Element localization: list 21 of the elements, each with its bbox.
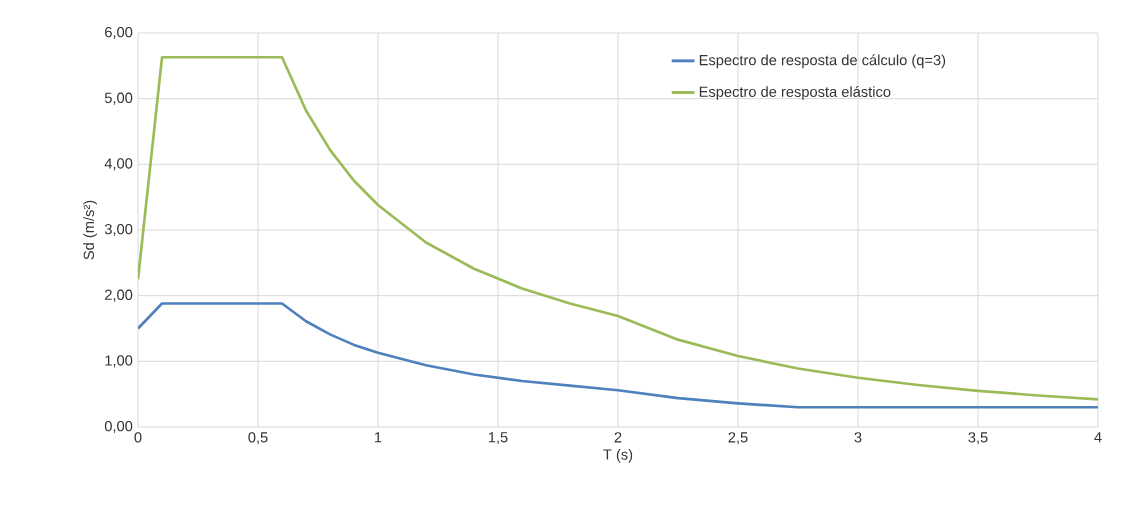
y-tick-label: 2,00 (105, 289, 133, 302)
x-tick-label: 1 (375, 432, 382, 443)
y-tick-label: 0,00 (104, 420, 133, 434)
x-tick-label: 4 (1094, 432, 1102, 443)
y-tick-label: 6,00 (105, 26, 133, 40)
x-tick-label: 0,5 (248, 432, 268, 445)
x-tick-label: 2 (614, 432, 622, 443)
x-tick-label: 1,5 (488, 432, 508, 445)
x-tick-label: 3 (854, 432, 862, 443)
line-series (138, 55, 1098, 401)
y-tick-label: 4,00 (104, 158, 133, 171)
x-tick-label: 2,5 (728, 432, 748, 445)
y-tick-label: 1,00 (105, 355, 133, 368)
y-axis-title: Sd (m/s²) (83, 200, 97, 260)
y-tick-label: 5,00 (104, 92, 133, 105)
x-axis-title: T (s) (603, 448, 633, 463)
y-tick-label: 3,00 (104, 223, 133, 237)
legend-label: Espectro de resposta de cálculo (q=3) (699, 54, 946, 69)
x-tick-label: 3,5 (968, 432, 988, 445)
x-tick-label: 0 (134, 432, 142, 443)
legend-label: Espectro de resposta elástico (699, 86, 891, 100)
